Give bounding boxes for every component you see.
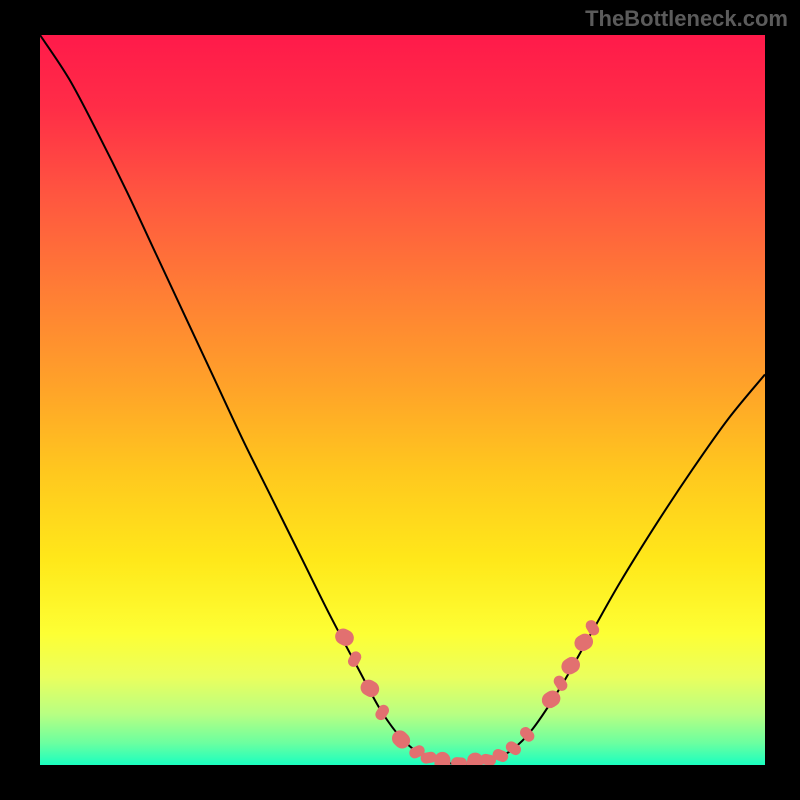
plot-area: [40, 35, 765, 765]
curve-marker: [559, 655, 582, 677]
bottleneck-curve: [40, 35, 765, 764]
curve-marker: [451, 757, 467, 765]
curve-marker: [374, 703, 390, 721]
curve-marker: [539, 688, 562, 711]
curve-marker: [389, 728, 412, 751]
curve-layer: [40, 35, 765, 765]
chart-container: TheBottleneck.com: [0, 0, 800, 800]
curve-marker: [435, 752, 450, 765]
watermark-text: TheBottleneck.com: [585, 6, 788, 32]
curve-marker: [358, 677, 381, 699]
